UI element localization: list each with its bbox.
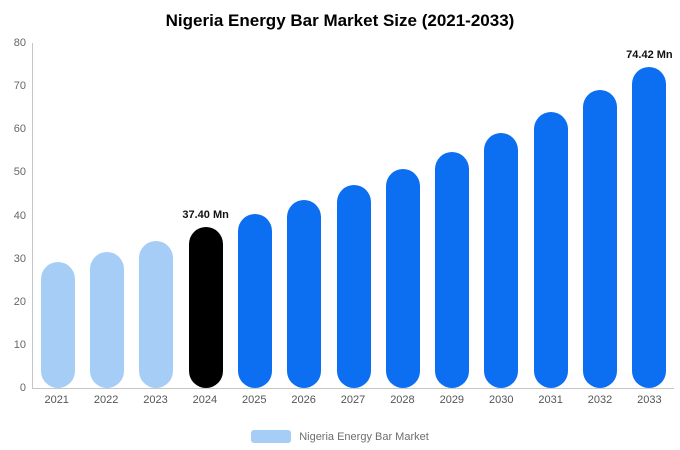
bar-column-2026 bbox=[280, 43, 329, 388]
x-tick-2026: 2026 bbox=[291, 394, 316, 406]
bar-2032 bbox=[583, 90, 618, 388]
bar-column-2024: 37.40 Mn bbox=[181, 43, 230, 388]
bar-2030 bbox=[484, 132, 519, 388]
chart-title: Nigeria Energy Bar Market Size (2021-203… bbox=[165, 11, 515, 30]
y-tick-50: 50 bbox=[13, 166, 26, 179]
bar-column-2025 bbox=[230, 43, 279, 388]
bar-2033 bbox=[632, 67, 667, 388]
value-label-2024: 37.40 Mn bbox=[182, 208, 229, 221]
x-tick-2031: 2031 bbox=[538, 394, 563, 406]
bar-column-2030 bbox=[477, 43, 526, 388]
bar-2028 bbox=[385, 168, 420, 388]
x-tick-2023: 2023 bbox=[143, 394, 168, 406]
bar-column-2021 bbox=[33, 43, 82, 388]
bar-2023 bbox=[139, 240, 174, 388]
y-tick-70: 70 bbox=[13, 80, 26, 93]
bar-2022 bbox=[89, 251, 124, 388]
x-tick-2033: 2033 bbox=[637, 394, 662, 406]
bar-column-2031 bbox=[526, 43, 575, 388]
bars-container: 37.40 Mn 74.42 Mn bbox=[33, 43, 674, 388]
x-tick-2024: 2024 bbox=[192, 394, 218, 406]
x-tick-2028: 2028 bbox=[390, 394, 415, 406]
legend-swatch bbox=[251, 430, 292, 443]
y-tick-20: 20 bbox=[13, 295, 26, 308]
legend-label: Nigeria Energy Bar Market bbox=[299, 430, 429, 443]
legend: Nigeria Energy Bar Market bbox=[0, 430, 680, 443]
bar-column-2033: 74.42 Mn bbox=[625, 43, 674, 388]
bar-2024 bbox=[188, 226, 223, 388]
x-tick-2021: 2021 bbox=[44, 394, 69, 406]
x-axis: 2021 2022 2023 2024 2025 2026 2027 2028 2029 2030… bbox=[32, 394, 674, 406]
bar-column-2022 bbox=[82, 43, 131, 388]
x-tick-2025: 2025 bbox=[242, 394, 267, 406]
bar-2025 bbox=[237, 213, 272, 388]
x-tick-2030: 2030 bbox=[488, 394, 514, 406]
bar-2029 bbox=[435, 151, 470, 388]
y-tick-30: 30 bbox=[13, 252, 26, 265]
bar-2027 bbox=[336, 185, 371, 388]
bar-2031 bbox=[533, 112, 568, 388]
bar-2026 bbox=[287, 199, 322, 388]
bar-column-2028 bbox=[378, 43, 427, 388]
y-tick-40: 40 bbox=[13, 209, 26, 222]
y-tick-10: 10 bbox=[13, 338, 26, 351]
y-tick-60: 60 bbox=[13, 123, 26, 136]
x-tick-2027: 2027 bbox=[340, 394, 366, 406]
x-tick-2022: 2022 bbox=[93, 394, 119, 406]
bar-2021 bbox=[40, 262, 75, 388]
value-label-2033: 74.42 Mn bbox=[626, 49, 673, 62]
x-tick-2029: 2029 bbox=[439, 394, 465, 406]
bar-column-2029 bbox=[428, 43, 477, 388]
y-tick-80: 80 bbox=[13, 37, 26, 49]
plot-area: 0 10 20 30 40 50 60 70 80 37.40 Mn 74.42 Mn bbox=[14, 37, 674, 394]
bar-column-2032 bbox=[575, 43, 624, 388]
y-tick-0: 0 bbox=[19, 382, 26, 394]
bar-column-2023 bbox=[132, 43, 181, 388]
bar-column-2027 bbox=[329, 43, 378, 388]
x-tick-2032: 2032 bbox=[587, 394, 613, 406]
